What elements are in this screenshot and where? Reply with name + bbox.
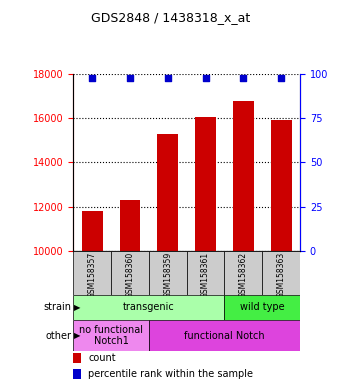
Text: ▶: ▶: [74, 331, 80, 340]
Bar: [224, 251, 262, 295]
Bar: [73, 353, 81, 363]
Text: GSM158359: GSM158359: [163, 252, 172, 298]
Bar: [158, 134, 178, 251]
Text: GSM158363: GSM158363: [277, 252, 286, 298]
Bar: [149, 251, 187, 295]
Bar: [73, 251, 111, 295]
Text: GSM158362: GSM158362: [239, 252, 248, 298]
Point: [279, 74, 284, 81]
Text: ▶: ▶: [74, 303, 80, 312]
Point: [127, 74, 133, 81]
Bar: [195, 117, 216, 251]
Point: [165, 74, 170, 81]
Bar: [111, 251, 149, 295]
Text: count: count: [88, 353, 116, 363]
Bar: [73, 320, 149, 351]
Bar: [120, 200, 140, 251]
Text: GSM158361: GSM158361: [201, 252, 210, 298]
Text: strain: strain: [44, 302, 72, 313]
Text: wild type: wild type: [240, 302, 285, 313]
Bar: [73, 369, 81, 379]
Text: GDS2848 / 1438318_x_at: GDS2848 / 1438318_x_at: [91, 12, 250, 25]
Bar: [262, 251, 300, 295]
Text: GSM158357: GSM158357: [88, 252, 97, 298]
Text: percentile rank within the sample: percentile rank within the sample: [88, 369, 253, 379]
Bar: [271, 121, 292, 251]
Bar: [187, 251, 224, 295]
Point: [89, 74, 95, 81]
Bar: [73, 295, 224, 320]
Point: [203, 74, 208, 81]
Text: other: other: [46, 331, 72, 341]
Bar: [149, 320, 300, 351]
Text: GSM158360: GSM158360: [125, 252, 134, 298]
Bar: [233, 101, 254, 251]
Bar: [224, 295, 300, 320]
Text: functional Notch: functional Notch: [184, 331, 265, 341]
Bar: [82, 211, 103, 251]
Point: [241, 74, 246, 81]
Text: transgenic: transgenic: [123, 302, 175, 313]
Text: no functional
Notch1: no functional Notch1: [79, 325, 143, 346]
